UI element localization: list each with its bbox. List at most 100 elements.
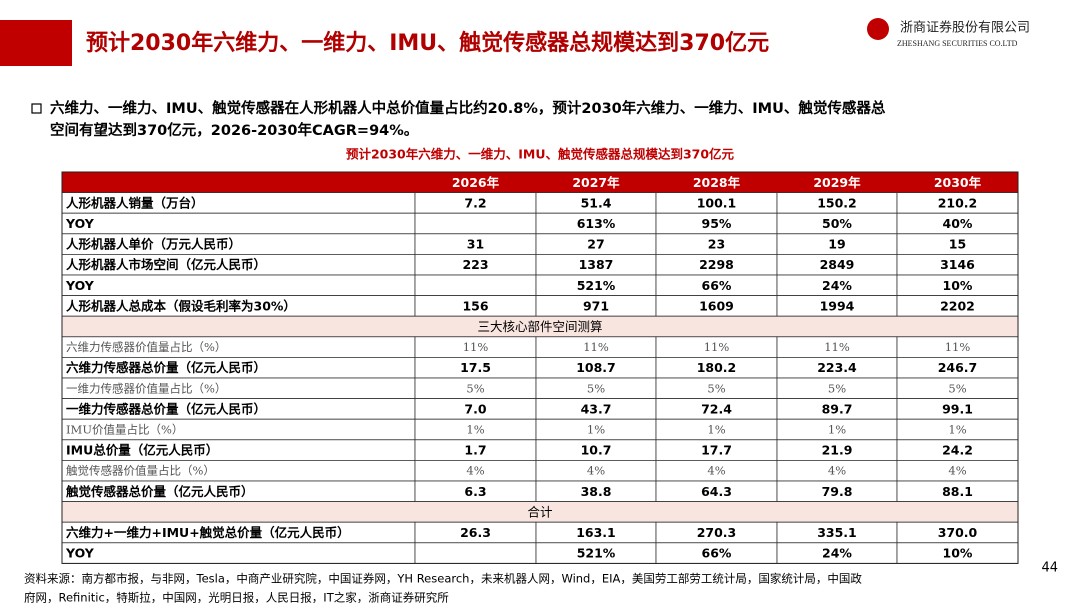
section-label: 合计 xyxy=(527,504,552,519)
cell-value: 31 xyxy=(467,237,484,252)
slide-title: 预计2030年六维力、一维力、IMU、触觉传感器总规模达到370亿元 xyxy=(86,30,769,56)
column-header: 2030年 xyxy=(934,175,982,190)
bullet-line: 六维力、一维力、IMU、触觉传感器在人形机器人中总价值量占比约20.8%，预计2… xyxy=(50,99,886,117)
cell-value: 246.7 xyxy=(938,360,978,375)
cell-value: 11% xyxy=(704,340,730,354)
cell-value: 10% xyxy=(943,278,973,293)
row-label: 一维力传感器总价量（亿元人民币） xyxy=(66,401,266,416)
row-label: 触觉传感器总价量（亿元人民币） xyxy=(65,484,254,499)
cell-value: 2849 xyxy=(820,257,855,272)
cell-value: 89.7 xyxy=(822,401,853,416)
cell-value: 43.7 xyxy=(581,401,612,416)
cell-value: 38.8 xyxy=(581,484,612,499)
cell-value: 4% xyxy=(948,464,966,478)
cell-value: 5% xyxy=(587,381,605,395)
cell-value: 335.1 xyxy=(817,525,857,540)
cell-value: 150.2 xyxy=(817,195,857,210)
cell-value: 156 xyxy=(462,298,488,313)
row-label: YOY xyxy=(65,546,95,561)
cell-value: 1% xyxy=(828,423,846,437)
cell-value: 5% xyxy=(828,381,846,395)
title-gap xyxy=(72,20,75,66)
cell-value: 50% xyxy=(822,216,852,231)
table-cell xyxy=(414,274,537,297)
cell-value: 88.1 xyxy=(942,484,973,499)
row-label: 人形机器人单价（万元人民币） xyxy=(66,237,241,252)
cell-value: 1.7 xyxy=(464,443,486,458)
cell-value: 27 xyxy=(587,237,604,252)
table-cell xyxy=(414,212,537,235)
row-label: YOY xyxy=(65,216,95,231)
cell-value: 2298 xyxy=(699,257,734,272)
cell-value: 51.4 xyxy=(581,195,612,210)
table-border xyxy=(61,171,1019,564)
cell-value: 95% xyxy=(702,216,732,231)
column-header: 2027年 xyxy=(572,175,620,190)
row-label: 人形机器人总成本（假设毛利率为30%） xyxy=(66,298,296,313)
cell-value: 66% xyxy=(702,546,732,561)
table-cell xyxy=(61,212,416,235)
row-label: 人形机器人市场空间（亿元人民币） xyxy=(66,257,266,272)
cell-value: 2202 xyxy=(940,298,975,313)
table-cell xyxy=(61,542,416,564)
cell-value: 17.5 xyxy=(460,360,491,375)
column-header: 2029年 xyxy=(813,175,861,190)
cell-value: 521% xyxy=(577,546,616,561)
row-label: 六维力传感器价值量占比（%） xyxy=(66,340,226,354)
cell-value: 64.3 xyxy=(701,484,732,499)
row-label: 人形机器人销量（万台） xyxy=(66,195,204,210)
header-row xyxy=(62,172,1018,193)
title-block xyxy=(0,20,72,66)
cell-value: 163.1 xyxy=(576,525,616,540)
cell-value: 11% xyxy=(463,340,489,354)
logo-icon xyxy=(867,18,889,40)
cell-value: 19 xyxy=(828,237,845,252)
cell-value: 370.0 xyxy=(938,525,978,540)
cell-value: 971 xyxy=(583,298,609,313)
cell-value: 1% xyxy=(466,423,484,437)
cell-value: 521% xyxy=(577,278,616,293)
row-label: IMU总价量（亿元人民币） xyxy=(66,443,218,458)
cell-value: 5% xyxy=(948,381,966,395)
cell-value: 270.3 xyxy=(697,525,737,540)
bullet-line: 空间有望达到370亿元，2026-2030年CAGR=94%。 xyxy=(50,121,418,139)
cell-value: 5% xyxy=(466,381,484,395)
cell-value: 40% xyxy=(943,216,973,231)
table-cell xyxy=(61,274,416,297)
cell-value: 99.1 xyxy=(942,401,973,416)
source-line: 资料来源：南方都市报，与非网，Tesla，中商产业研究院，中国证券网，YH Re… xyxy=(24,572,862,586)
cell-value: 24% xyxy=(822,546,852,561)
cell-value: 180.2 xyxy=(697,360,737,375)
cell-value: 100.1 xyxy=(697,195,737,210)
cell-value: 108.7 xyxy=(576,360,616,375)
cell-value: 6.3 xyxy=(464,484,486,499)
row-label: 触觉传感器价值量占比（%） xyxy=(66,464,215,478)
column-header: 2028年 xyxy=(693,175,741,190)
cell-value: 1609 xyxy=(699,298,734,313)
cell-value: 1% xyxy=(948,423,966,437)
cell-value: 5% xyxy=(707,381,725,395)
table-cell xyxy=(414,542,537,564)
cell-value: 4% xyxy=(707,464,725,478)
company-name-en: ZHESHANG SECURITIES CO.LTD xyxy=(897,39,1018,48)
column-header: 2026年 xyxy=(452,175,500,190)
cell-value: 1387 xyxy=(579,257,614,272)
row-label: 六维力+一维力+IMU+触觉总价量（亿元人民币） xyxy=(66,525,350,540)
cell-value: 4% xyxy=(828,464,846,478)
cell-value: 223.4 xyxy=(817,360,857,375)
row-label: IMU价值量占比（%） xyxy=(66,423,183,437)
cell-value: 24.2 xyxy=(942,443,973,458)
cell-value: 24% xyxy=(822,278,852,293)
page-number: 44 xyxy=(1041,561,1058,576)
cell-value: 17.7 xyxy=(701,443,732,458)
cell-value: 1% xyxy=(707,423,725,437)
cell-value: 11% xyxy=(824,340,850,354)
row-label: 一维力传感器价值量占比（%） xyxy=(66,381,226,395)
row-label: 六维力传感器总价量（亿元人民币） xyxy=(66,360,266,375)
cell-value: 11% xyxy=(945,340,971,354)
cell-value: 1994 xyxy=(820,298,855,313)
cell-value: 23 xyxy=(708,237,725,252)
cell-value: 15 xyxy=(949,237,966,252)
source-line: 府网，Refinitic，特斯拉，中国网，光明日报，人民日报，IT之家，浙商证券… xyxy=(24,591,449,605)
